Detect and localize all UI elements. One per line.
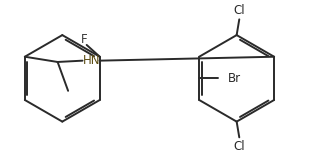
Text: HN: HN bbox=[83, 54, 101, 67]
Text: F: F bbox=[81, 33, 87, 46]
Text: Br: Br bbox=[228, 72, 241, 85]
Text: Cl: Cl bbox=[234, 4, 245, 17]
Text: Cl: Cl bbox=[234, 140, 245, 153]
